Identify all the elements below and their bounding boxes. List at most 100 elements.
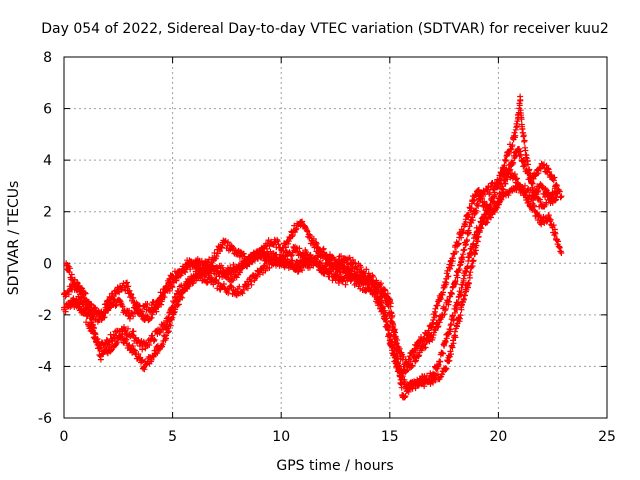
series-track-a bbox=[61, 165, 563, 380]
data-point bbox=[491, 193, 498, 200]
data-point bbox=[430, 317, 437, 324]
y-tick-label: 6 bbox=[43, 102, 52, 118]
data-point bbox=[260, 249, 267, 256]
data-point bbox=[282, 252, 289, 259]
data-point bbox=[432, 376, 439, 383]
data-point bbox=[80, 291, 87, 298]
data-point bbox=[534, 167, 541, 174]
data-point bbox=[469, 198, 476, 205]
data-point bbox=[289, 229, 296, 236]
x-axis-label: GPS time / hours bbox=[276, 458, 393, 474]
y-tick-label: -4 bbox=[38, 359, 52, 375]
x-tick-label: 10 bbox=[272, 429, 290, 445]
data-point bbox=[95, 317, 102, 324]
data-point bbox=[156, 327, 163, 334]
data-point bbox=[130, 332, 137, 339]
data-point bbox=[545, 193, 552, 200]
data-point bbox=[106, 296, 113, 303]
data-point bbox=[315, 249, 322, 256]
data-point bbox=[525, 198, 532, 205]
data-point bbox=[436, 296, 443, 303]
data-point bbox=[558, 193, 565, 200]
data-point bbox=[451, 332, 458, 339]
data-point bbox=[260, 265, 267, 272]
data-point bbox=[484, 208, 491, 215]
data-point bbox=[243, 283, 250, 290]
data-point bbox=[445, 298, 452, 305]
data-point bbox=[208, 278, 215, 285]
data-point bbox=[163, 332, 170, 339]
grid-lines bbox=[64, 57, 607, 418]
data-point bbox=[291, 247, 298, 254]
data-point bbox=[61, 291, 67, 298]
y-tick-label: -6 bbox=[38, 411, 52, 427]
data-point bbox=[356, 280, 363, 287]
data-point bbox=[441, 342, 448, 349]
data-point bbox=[558, 249, 565, 256]
data-point bbox=[306, 234, 313, 241]
data-point bbox=[297, 219, 304, 226]
data-point bbox=[464, 280, 471, 287]
data-point bbox=[369, 278, 376, 285]
data-point bbox=[521, 162, 528, 169]
data-point bbox=[304, 262, 311, 269]
data-point bbox=[239, 265, 246, 272]
data-point bbox=[438, 311, 445, 318]
data-point bbox=[508, 162, 515, 169]
data-point bbox=[551, 229, 558, 236]
data-point bbox=[147, 337, 154, 344]
plot-frame bbox=[63, 56, 608, 419]
data-point bbox=[228, 275, 235, 282]
x-tick-label: 15 bbox=[381, 429, 399, 445]
data-point bbox=[195, 270, 202, 277]
data-point bbox=[110, 298, 117, 305]
data-point bbox=[126, 311, 133, 318]
data-point bbox=[365, 286, 372, 293]
data-point bbox=[478, 219, 485, 226]
data-point bbox=[325, 255, 332, 262]
data-point bbox=[432, 327, 439, 334]
series-track-d bbox=[65, 93, 565, 401]
data-point bbox=[393, 347, 400, 354]
data-point bbox=[71, 280, 78, 287]
data-point bbox=[358, 268, 365, 275]
data-point bbox=[447, 322, 454, 329]
chart-title: Day 054 of 2022, Sidereal Day-to-day VTE… bbox=[41, 21, 609, 37]
data-point bbox=[406, 384, 413, 391]
data-point bbox=[339, 278, 346, 285]
data-point bbox=[61, 306, 67, 313]
data-point bbox=[471, 249, 478, 256]
data-point bbox=[425, 378, 432, 385]
y-tick-label: -2 bbox=[38, 308, 52, 324]
y-tick-label: 0 bbox=[43, 256, 52, 272]
data-point bbox=[532, 193, 539, 200]
data-point bbox=[123, 283, 130, 290]
data-point bbox=[443, 275, 450, 282]
data-point bbox=[538, 203, 545, 210]
data-point bbox=[141, 363, 148, 370]
data-point bbox=[399, 394, 406, 401]
data-point bbox=[423, 332, 430, 339]
data-point bbox=[347, 270, 354, 277]
data-point bbox=[150, 309, 157, 316]
data-point bbox=[280, 244, 287, 251]
data-point bbox=[458, 255, 465, 262]
y-tick-label: 4 bbox=[43, 153, 52, 169]
tick-labels: 0 5 10 15 20 25 -6 -4 -2 0 2 4 6 8 bbox=[38, 50, 616, 445]
data-point bbox=[97, 311, 104, 318]
data-point bbox=[545, 213, 552, 220]
data-point bbox=[299, 249, 306, 256]
data-point bbox=[117, 301, 124, 308]
data-point bbox=[464, 229, 471, 236]
data-point bbox=[206, 268, 213, 275]
data-point bbox=[519, 188, 526, 195]
data-point bbox=[132, 301, 139, 308]
data-point bbox=[532, 208, 539, 215]
data-point bbox=[549, 198, 556, 205]
data-point bbox=[484, 188, 491, 195]
data-point bbox=[228, 244, 235, 251]
data-point bbox=[519, 126, 526, 133]
data-point bbox=[63, 260, 70, 267]
data-point bbox=[184, 260, 191, 267]
